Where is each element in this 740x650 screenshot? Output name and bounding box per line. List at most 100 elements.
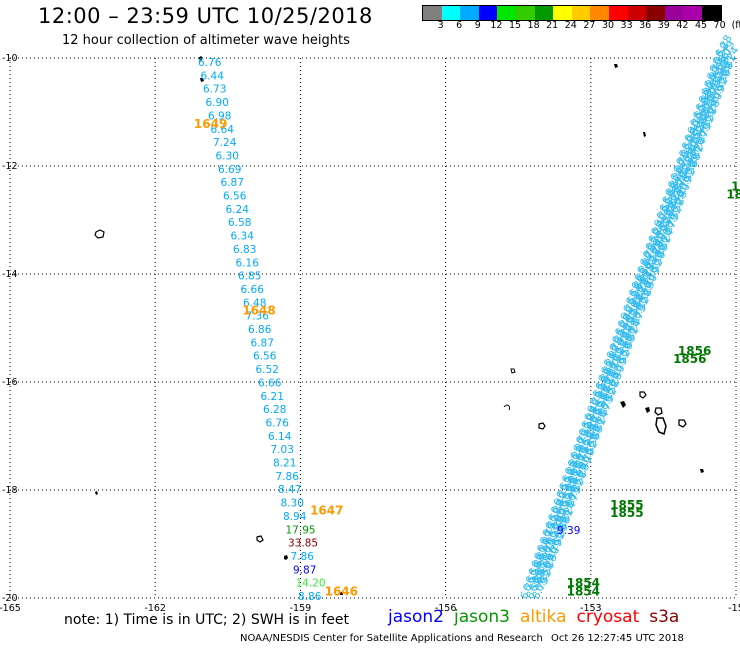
lat-tick-label: -14 [2, 269, 18, 280]
island-outline [510, 368, 516, 374]
legend-entry-jason2: jason2 [388, 607, 444, 627]
swh-value: 33.85 [288, 538, 318, 550]
footer-note: note: 1) Time is in UTC; 2) SWH is in fe… [64, 612, 350, 628]
island-outline [654, 407, 663, 416]
island-outline [614, 64, 618, 68]
colorbar-swatch [423, 6, 442, 20]
island-outline [198, 56, 203, 61]
colorbar-unit: (ft) [731, 20, 740, 31]
swh-value: 6.66 [241, 284, 265, 296]
swh-value: 6.69 [218, 164, 241, 176]
swh-value: 6.24 [226, 204, 250, 216]
colorbar-swatch [534, 6, 554, 20]
legend-entry-s3a: s3a [649, 607, 680, 627]
colorbar [422, 5, 722, 21]
swh-value: 6.21 [261, 391, 284, 403]
island-outline [700, 469, 704, 473]
swh-value: 6.30 [216, 150, 239, 162]
swh-value: 6.52 [256, 364, 279, 376]
swh-value: 6.58 [228, 217, 251, 229]
swh-value: 6.76 [266, 417, 290, 429]
swh-value: 6.98 [208, 110, 231, 122]
lon-tick-label: -162 [144, 603, 166, 614]
colorbar-tick-label: 30 [601, 20, 615, 31]
swh-value: 6.90 [206, 97, 229, 109]
lat-tick-label: -12 [2, 161, 18, 172]
lat-tick-label: -20 [2, 593, 18, 604]
colorbar-tick-label: 18 [527, 20, 540, 31]
pass-time-label: 1857 [726, 187, 740, 201]
swh-value: 6.14 [268, 431, 292, 443]
pass-time-label: 1854 [567, 576, 600, 590]
swh-value: 6.48 [243, 297, 266, 309]
island-outline [256, 535, 264, 543]
colorbar-swatch [515, 6, 535, 20]
colorbar-tick-label: 70 [713, 20, 726, 31]
lon-tick-label: -165 [0, 603, 21, 614]
island-outline [620, 401, 626, 408]
colorbar-swatch [553, 6, 572, 20]
altimeter-track-west: 6.766.446.736.906.986.647.246.306.696.87… [198, 57, 326, 603]
swh-value: 6.28 [263, 404, 286, 416]
colorbar-tick-label: 33 [620, 20, 633, 31]
pass-time-label: 1647 [310, 503, 343, 517]
lat-tick-label: -16 [2, 377, 18, 388]
swh-value: 9.87 [293, 564, 316, 576]
colorbar-swatch [497, 6, 516, 20]
colorbar-tick-label: 6 [456, 20, 463, 31]
colorbar-tick-label: 15 [508, 20, 522, 31]
island-outline [94, 229, 105, 239]
swh-value: 8.30 [281, 498, 304, 510]
colorbar-swatch [664, 6, 684, 20]
legend-entry-altika: altika [520, 607, 567, 627]
satellite-legend: jason2 jason3 altika cryosat s3a [388, 607, 689, 627]
colorbar-tick-label: 12 [490, 20, 503, 31]
colorbar-swatch [590, 6, 609, 20]
colorbar-tick-label: 36 [639, 20, 652, 31]
colorbar-swatch [683, 6, 702, 20]
colorbar-swatch [627, 6, 647, 20]
colorbar-swatch [571, 6, 591, 20]
swh-value: 6.87 [251, 337, 274, 349]
colorbar-tick-label: 3 [437, 20, 444, 31]
pass-time-label: 1855 [610, 498, 643, 512]
map-title: 12:00 – 23:59 UTC 10/25/2018 [38, 4, 373, 28]
swh-value: 6.76 [198, 57, 222, 69]
swh-value: 6.66 [258, 377, 282, 389]
map-gridlines [9, 57, 737, 599]
pass-time-label: 1854 [567, 584, 600, 598]
swh-value: 8.86 [298, 591, 322, 603]
pass-time-label: 1648 [242, 304, 275, 318]
lat-tick-label: -10 [2, 53, 18, 64]
pass-time-label: 1646 [325, 584, 358, 598]
swh-value: 6.56 [253, 351, 277, 363]
colorbar-tick-label: 39 [657, 20, 670, 31]
map-subtitle: 12 hour collection of altimeter wave hei… [62, 33, 350, 48]
island-outline [95, 491, 98, 495]
pass-time-label: 1856 [678, 344, 711, 358]
colorbar-tick-label: 45 [694, 20, 708, 31]
axis-labels: -10 -12 -14 -16 -18 -20-165 -162 -159 -156 -153 -1… [0, 53, 740, 614]
swh-value: 6.83 [233, 244, 256, 256]
colorbar-swatch [460, 6, 479, 20]
swh-value: 8.47 [278, 484, 301, 496]
island-outline [645, 407, 650, 413]
swh-value: 8.21 [273, 458, 296, 470]
swh-value: 17.95 [286, 524, 316, 536]
lon-tick-label: -153 [580, 603, 602, 614]
lon-tick-label: -159 [290, 603, 312, 614]
island-outline [655, 417, 667, 436]
colorbar-swatch [646, 6, 665, 20]
swh-value: 7.03 [271, 444, 294, 456]
swh-value: 9.39 [557, 525, 580, 537]
colorbar-tick-label: 42 [676, 20, 689, 31]
swh-value: 7.24 [213, 137, 237, 149]
swh-value: 8.94 [283, 511, 307, 523]
pass-time-label: 1649 [194, 117, 227, 131]
pass-time-label: 1857 [731, 179, 740, 193]
colorbar-tick-label: 21 [546, 20, 559, 31]
swh-value: 6.16 [236, 257, 260, 269]
swh-value: 6.73 [203, 84, 226, 96]
